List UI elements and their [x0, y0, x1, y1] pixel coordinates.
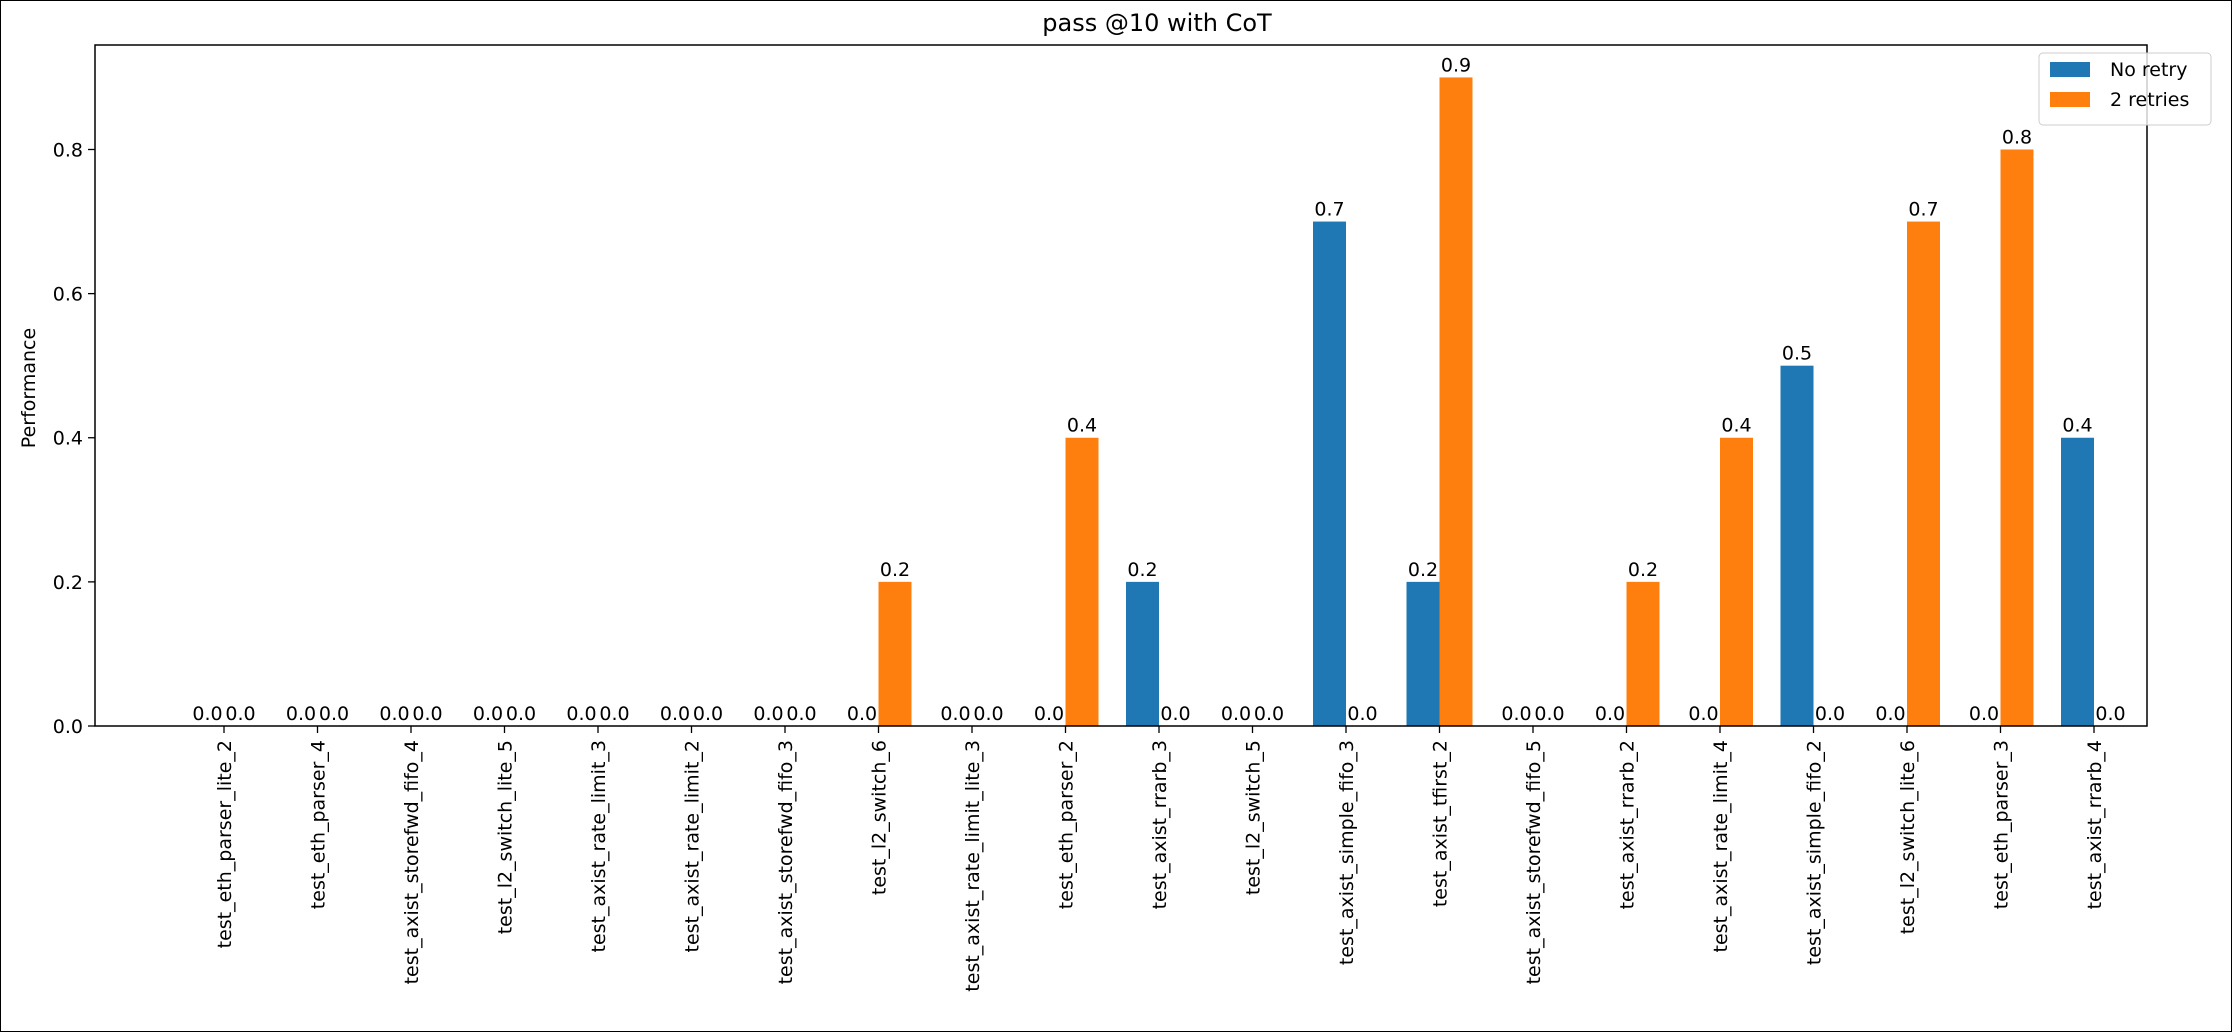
bar-value-label: 0.0 — [1969, 703, 1999, 725]
x-tick-label: test_axist_simple_fifo_2 — [1804, 740, 1826, 965]
x-tick-label: test_l2_switch_lite_6 — [1897, 740, 1919, 934]
legend-swatch — [2050, 92, 2090, 107]
bar — [1626, 581, 1660, 726]
bar-value-label: 0.0 — [973, 703, 1003, 725]
chart-title: pass @10 with CoT — [1042, 9, 1272, 37]
bar-value-label: 0.8 — [2002, 126, 2032, 148]
bar-value-label: 0.7 — [1314, 199, 1344, 221]
bar-value-label: 0.0 — [660, 703, 690, 725]
bar-value-label: 0.0 — [786, 703, 816, 725]
bar-value-label: 0.0 — [753, 703, 783, 725]
y-tick-label: 0.4 — [53, 428, 83, 450]
x-tick-label: test_l2_switch_6 — [869, 740, 891, 895]
bar-value-label: 0.0 — [566, 703, 596, 725]
bar-value-label: 0.0 — [412, 703, 442, 725]
y-axis: 0.0 0.2 0.4 0.6 0.8 — [53, 139, 95, 738]
bar-value-label: 0.0 — [225, 703, 255, 725]
x-tick-label: test_eth_parser_3 — [1991, 740, 2013, 909]
x-tick-label: test_axist_storefwd_fifo_3 — [775, 740, 797, 984]
x-tick-label: test_axist_rate_limit_lite_3 — [962, 740, 984, 992]
bar — [1720, 437, 1753, 726]
y-tick-label: 0.6 — [53, 284, 83, 306]
x-tick-label: test_axist_storefwd_fifo_4 — [401, 740, 423, 984]
x-tick-label: test_l2_switch_5 — [1243, 740, 1265, 895]
bar-value-label: 0.0 — [286, 703, 316, 725]
bar-value-label: 0.0 — [1875, 703, 1905, 725]
bar-value-label: 0.7 — [1908, 199, 1938, 221]
x-tick-label: test_axist_rate_limit_4 — [1710, 740, 1732, 952]
bar-value-label: 0.0 — [1034, 703, 1064, 725]
bar-value-label: 0.4 — [2062, 415, 2092, 437]
x-tick-label: test_axist_rrarb_2 — [1617, 740, 1639, 909]
bar-value-label: 0.0 — [693, 703, 723, 725]
bar — [1780, 365, 1814, 726]
bar — [878, 581, 912, 726]
x-tick-label: test_eth_parser_2 — [1056, 740, 1078, 909]
x-axis: test_eth_parser_lite_2 test_eth_parser_4 t… — [214, 726, 2106, 992]
bar-value-label: 0.0 — [1501, 703, 1531, 725]
bar-value-label: 0.2 — [1408, 559, 1438, 581]
bar-value-label: 0.0 — [319, 703, 349, 725]
legend: No retry 2 retries — [2038, 52, 2212, 126]
bar-value-label: 0.4 — [1721, 415, 1751, 437]
bar-value-label: 0.0 — [940, 703, 970, 725]
bar-value-label: 0.5 — [1782, 343, 1812, 365]
bar-value-label: 0.0 — [473, 703, 503, 725]
bar — [2061, 437, 2094, 726]
bar — [1313, 221, 1346, 727]
bar-value-label: 0.0 — [599, 703, 629, 725]
x-tick-label: test_eth_parser_4 — [308, 740, 330, 909]
x-tick-label: test_axist_rrarb_3 — [1149, 740, 1171, 909]
bar-value-label: 0.0 — [1254, 703, 1284, 725]
legend-entry: 2 retries — [2110, 89, 2189, 111]
bar-value-label: 0.0 — [1221, 703, 1251, 725]
bar-value-label: 0.0 — [2095, 703, 2125, 725]
bar-value-label: 0.0 — [1688, 703, 1718, 725]
bar-value-label: 0.0 — [1534, 703, 1564, 725]
bar-value-label: 0.2 — [1127, 559, 1157, 581]
bar-value-label: 0.2 — [1628, 559, 1658, 581]
bar-value-label: 0.0 — [1160, 703, 1190, 725]
x-tick-label: test_axist_simple_fifo_3 — [1336, 740, 1358, 965]
x-tick-label: test_axist_rate_limit_3 — [588, 740, 610, 952]
bar — [1065, 437, 1099, 726]
bar-value-label: 0.0 — [1595, 703, 1625, 725]
bar-value-labels: 0.0 0.0 0.0 0.0 0.0 0.0 0.0 0.0 0.0 0.0 0.0 0.0 0.0 0… — [192, 54, 2125, 725]
plot-area-frame — [94, 44, 2148, 727]
bar — [1406, 581, 1440, 726]
legend-entry: No retry — [2110, 59, 2187, 81]
bar-value-label: 0.4 — [1067, 415, 1097, 437]
bar-value-label: 0.0 — [1347, 703, 1377, 725]
x-tick-label: test_axist_rrarb_4 — [2084, 740, 2106, 909]
bar-value-label: 0.0 — [379, 703, 409, 725]
bar — [1126, 581, 1159, 726]
x-tick-label: test_eth_parser_lite_2 — [214, 740, 236, 948]
x-tick-label: test_l2_switch_lite_5 — [495, 740, 517, 934]
bar — [1907, 221, 1940, 727]
bar-value-label: 0.0 — [192, 703, 222, 725]
bar-value-label: 0.2 — [880, 559, 910, 581]
x-tick-label: test_axist_storefwd_fifo_5 — [1523, 740, 1545, 984]
bar-value-label: 0.0 — [1815, 703, 1845, 725]
bar — [1439, 77, 1473, 726]
y-axis-label: Performance — [18, 328, 40, 448]
bars-group — [878, 77, 2094, 727]
bar-value-label: 0.9 — [1441, 54, 1471, 76]
y-tick-label: 0.0 — [53, 716, 83, 738]
x-tick-label: test_axist_tfirst_2 — [1430, 740, 1452, 907]
bar-value-label: 0.0 — [847, 703, 877, 725]
bar-value-label: 0.0 — [506, 703, 536, 725]
y-tick-label: 0.2 — [53, 572, 83, 594]
x-tick-label: test_axist_rate_limit_2 — [682, 740, 704, 952]
y-tick-label: 0.8 — [53, 139, 83, 161]
legend-swatch — [2050, 62, 2090, 77]
bar — [2000, 149, 2034, 726]
